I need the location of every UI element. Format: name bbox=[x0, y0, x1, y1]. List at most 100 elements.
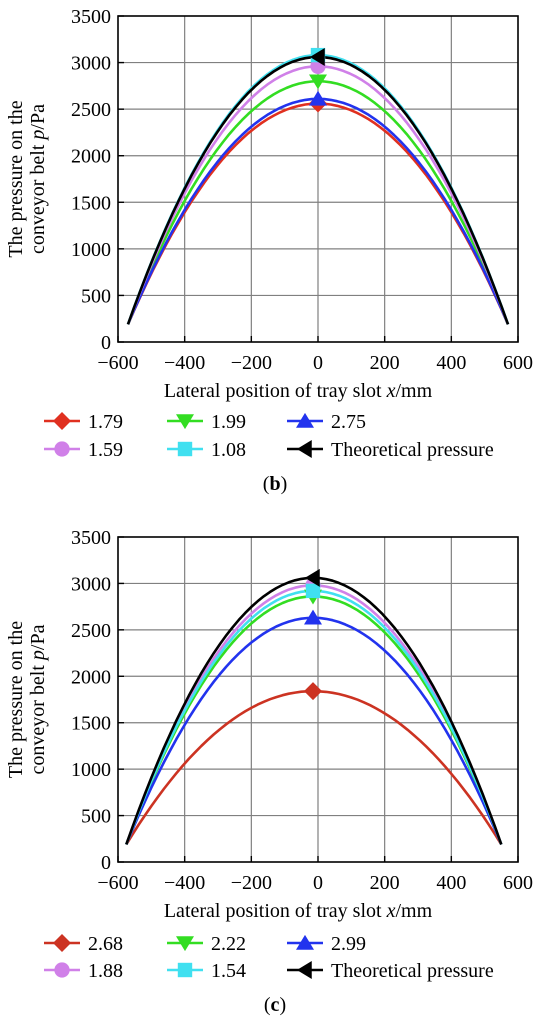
legend-marker bbox=[296, 961, 312, 979]
caption-letter: b bbox=[269, 473, 280, 495]
chart-panel-b: −600 −400 −200 0 200 400 600 0 500 1000 1500 2000 25… bbox=[5, 6, 533, 495]
y-tick-label: 1000 bbox=[71, 239, 111, 261]
caption-close: ) bbox=[281, 473, 288, 495]
legend-marker bbox=[176, 414, 194, 430]
y-tick-label: 500 bbox=[81, 806, 111, 828]
y-tick-label: 3000 bbox=[71, 53, 111, 75]
legend-item-2: 1.99 bbox=[167, 411, 246, 433]
y-axis-label-var: p bbox=[27, 650, 49, 662]
legend-label: 1.59 bbox=[88, 439, 123, 461]
series-marker-1 bbox=[304, 682, 322, 701]
caption-open: ( bbox=[264, 994, 271, 1016]
y-tick-label: 0 bbox=[101, 332, 111, 354]
x-tick-label: −400 bbox=[164, 872, 205, 894]
x-tick-label: 200 bbox=[370, 872, 400, 894]
y-tick-label: 2000 bbox=[71, 146, 111, 168]
legend-marker bbox=[53, 412, 71, 430]
series-marker-6 bbox=[309, 47, 325, 66]
series-marker-5 bbox=[305, 583, 321, 599]
x-axis-label-var: x bbox=[386, 900, 396, 922]
x-tick-label: 200 bbox=[370, 352, 400, 374]
x-tick-label: −600 bbox=[97, 352, 138, 374]
legend-marker bbox=[54, 441, 70, 457]
legend-item-3: 2.99 bbox=[287, 933, 366, 955]
y-tick-label: 1000 bbox=[71, 759, 111, 781]
x-tick-label: −200 bbox=[231, 352, 272, 374]
y-axis-label-text: conveyor belt bbox=[27, 140, 49, 254]
legend-label: 1.88 bbox=[88, 960, 123, 982]
series-markers bbox=[309, 47, 327, 113]
panel-caption: (b) bbox=[263, 473, 287, 495]
y-axis-label-unit: /Pa bbox=[27, 104, 49, 130]
y-tick-label: 3500 bbox=[71, 527, 111, 549]
x-tick-label: 600 bbox=[503, 872, 533, 894]
series-marker-6 bbox=[304, 568, 320, 587]
legend-marker bbox=[296, 440, 312, 458]
legend-item-1: 2.68 bbox=[44, 933, 123, 955]
x-axis-label-unit: /mm bbox=[395, 900, 432, 922]
y-tick-label: 2000 bbox=[71, 666, 111, 688]
x-tick-label: −600 bbox=[97, 872, 138, 894]
x-axis-label-text: Lateral position of tray slot bbox=[164, 380, 387, 402]
legend-label: 2.68 bbox=[88, 933, 123, 955]
caption-open: ( bbox=[263, 473, 270, 495]
y-axis-label-line2: conveyor belt p/Pa bbox=[27, 104, 49, 254]
legend: 2.68 2.22 2.99 1.88 1.54 Theoretical pressure bbox=[44, 933, 494, 982]
legend-item-2: 2.22 bbox=[167, 933, 246, 955]
legend-label: 1.54 bbox=[211, 960, 246, 982]
x-axis-label-unit: /mm bbox=[395, 380, 432, 402]
legend-item-6: Theoretical pressure bbox=[287, 960, 494, 982]
legend: 1.79 1.99 2.75 1.59 1.08 Theoretical pressure bbox=[44, 411, 494, 461]
y-tick-label: 1500 bbox=[71, 192, 111, 214]
y-tick-label: 2500 bbox=[71, 620, 111, 642]
legend-item-5: 1.08 bbox=[167, 439, 246, 461]
y-axis-label-line1: The pressure on the bbox=[5, 621, 27, 778]
legend-marker bbox=[296, 934, 314, 950]
legend-label: 1.79 bbox=[88, 411, 123, 433]
legend-marker bbox=[177, 441, 193, 457]
y-tick-label: 3500 bbox=[71, 6, 111, 28]
y-axis-label-text: conveyor belt bbox=[27, 660, 49, 774]
y-axis-label-line2: conveyor belt p/Pa bbox=[27, 624, 49, 774]
y-tick-label: 0 bbox=[101, 852, 111, 874]
chart-panel-c: −600 −400 −200 0 200 400 600 0 500 1000 1500 2000 25… bbox=[5, 527, 533, 1016]
legend-marker bbox=[177, 962, 193, 978]
legend-marker bbox=[176, 936, 194, 952]
legend-item-3: 2.75 bbox=[287, 411, 366, 433]
legend-label: Theoretical pressure bbox=[331, 439, 494, 461]
x-tick-label: −200 bbox=[231, 872, 272, 894]
y-tick-label: 500 bbox=[81, 285, 111, 307]
series-marker-3 bbox=[309, 90, 327, 106]
legend-label: 1.08 bbox=[211, 439, 246, 461]
x-tick-label: 0 bbox=[313, 352, 323, 374]
x-tick-label: 0 bbox=[313, 872, 323, 894]
legend-item-4: 1.88 bbox=[44, 960, 123, 982]
x-tick-label: −400 bbox=[164, 352, 205, 374]
y-axis-label-unit: /Pa bbox=[27, 624, 49, 650]
x-axis-label: Lateral position of tray slot x/mm bbox=[164, 380, 433, 402]
series-line-2 bbox=[125, 595, 503, 845]
y-axis-label-var: p bbox=[27, 130, 49, 142]
legend-item-1: 1.79 bbox=[44, 411, 123, 433]
x-tick-label: 400 bbox=[436, 352, 466, 374]
legend-marker bbox=[54, 962, 70, 978]
caption-close: ) bbox=[279, 994, 286, 1016]
series-line-3 bbox=[125, 616, 503, 845]
y-tick-label: 3000 bbox=[71, 573, 111, 595]
x-axis-label-var: x bbox=[386, 380, 396, 402]
legend-marker bbox=[53, 934, 71, 952]
x-axis-label: Lateral position of tray slot x/mm bbox=[164, 900, 433, 922]
series-marker-3 bbox=[304, 609, 322, 625]
legend-item-6: Theoretical pressure bbox=[287, 439, 494, 461]
series-marker-2 bbox=[309, 74, 327, 90]
x-tick-label: 400 bbox=[436, 872, 466, 894]
legend-label: 2.99 bbox=[331, 933, 366, 955]
y-axis-label-line1: The pressure on the bbox=[5, 100, 27, 257]
y-tick-label: 1500 bbox=[71, 713, 111, 735]
legend-label: 1.99 bbox=[211, 411, 246, 433]
panel-caption: (c) bbox=[264, 994, 286, 1016]
legend-marker bbox=[296, 412, 314, 428]
legend-item-4: 1.59 bbox=[44, 439, 123, 461]
legend-label: Theoretical pressure bbox=[331, 960, 494, 982]
